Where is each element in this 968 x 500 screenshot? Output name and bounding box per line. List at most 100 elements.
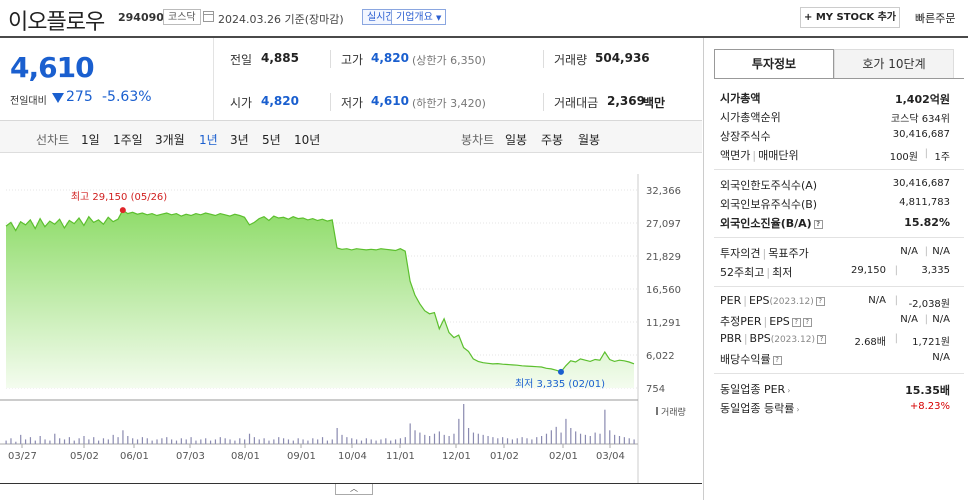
candle-monthly[interactable]: 월봉 (578, 133, 601, 147)
volume-bar (545, 433, 548, 444)
price-line (5, 209, 635, 373)
volume-bar (34, 440, 36, 444)
period-5y[interactable]: 5년 (262, 133, 281, 147)
period-1d[interactable]: 1일 (81, 133, 100, 147)
info-value: 100원 (889, 152, 918, 163)
volume-bar (234, 440, 236, 444)
info-row: 배당수익률? N/A (720, 351, 950, 369)
volume-bar (20, 434, 22, 444)
volume-bar (502, 437, 504, 444)
help-icon[interactable]: ? (802, 318, 812, 327)
help-icon[interactable]: ? (813, 220, 823, 229)
volume-bar (102, 438, 105, 444)
candle-daily[interactable]: 일봉 (505, 133, 528, 147)
collapse-chart-button[interactable]: ︿ (335, 484, 373, 495)
volume-bar (287, 439, 290, 444)
upper-limit: (상한가 6,350) (412, 54, 486, 67)
volume-bar (511, 439, 513, 444)
volume-bar (341, 434, 343, 444)
help-icon[interactable]: ? (791, 318, 801, 327)
volume-bar (497, 438, 499, 444)
volume-bar (268, 440, 270, 444)
volume-bar (297, 438, 299, 444)
amount-unit: 백만 (643, 96, 666, 110)
info-key: 상장주식수 (720, 130, 771, 143)
open-label: 시가 (230, 96, 253, 110)
x-tick-label: 02/01 (549, 451, 578, 462)
volume-bar (584, 434, 587, 444)
volume-bar (278, 437, 280, 444)
volume-bar (83, 436, 85, 444)
market-badge: 코스닥 (163, 9, 201, 25)
company-info-dropdown[interactable]: 기업개요 ▼ (391, 9, 447, 25)
tab-orderbook-10[interactable]: 호가 10단계 (834, 49, 954, 79)
volume-bar (458, 418, 460, 444)
period-1w[interactable]: 1주일 (113, 133, 143, 147)
y-tick-label: 11,291 (646, 318, 681, 329)
volume-bar (253, 437, 255, 444)
add-mystock-button[interactable]: + MY STOCK 추가 (800, 7, 900, 28)
volume-bar (404, 437, 406, 444)
divider: | (894, 295, 898, 306)
open-value: 4,820 (261, 94, 299, 108)
volume-bar (317, 439, 319, 444)
volume-bar (209, 440, 212, 444)
info-value: 1주 (934, 152, 950, 163)
info-value: 4,811,783 (899, 197, 950, 208)
volume-bar (370, 439, 372, 444)
candle-chart-label: 봉차트 (461, 133, 495, 147)
volume-bar (88, 439, 90, 444)
volume-label: 거래량 (554, 53, 588, 67)
investment-info-panel: 투자정보 호가 10단계 시가총액 1,402억원 시가총액순위 코스닥 634위 상장… (703, 38, 968, 500)
volume-bar (248, 433, 251, 444)
info-key: PER | EPS(2023.12)? (720, 294, 825, 307)
volume-bar (151, 440, 153, 444)
x-tick-label: 09/01 (287, 451, 316, 462)
volume-bar (599, 433, 601, 444)
period-1y[interactable]: 1년 (199, 133, 218, 147)
lower-limit: (하한가 3,420) (412, 97, 486, 110)
period-3y[interactable]: 3년 (230, 133, 249, 147)
help-icon[interactable]: ? (772, 356, 782, 365)
info-row: PER | EPS(2023.12)? N/A | -2,038원 (720, 294, 950, 312)
info-row[interactable]: 동일업종 등락률 › +8.23% (720, 400, 950, 418)
company-info-label: 기업개요 (396, 12, 433, 23)
volume-bar (156, 439, 158, 444)
info-value: 1,721원 (912, 337, 950, 348)
info-key[interactable]: 동일업종 PER › (720, 383, 791, 396)
volume-bar (356, 439, 358, 444)
volume-bar (117, 437, 119, 444)
quick-order-link[interactable]: 빠른주문 (915, 12, 956, 25)
period-10y[interactable]: 10년 (294, 133, 321, 147)
divider: | (894, 333, 898, 344)
volume-bar (224, 438, 226, 444)
info-key[interactable]: 동일업종 등락률 › (720, 402, 800, 415)
volume-bar (29, 437, 32, 444)
volume-bar (609, 430, 611, 444)
tab-underline (714, 78, 964, 79)
x-tick-label: 01/02 (490, 451, 519, 462)
volume-bar (463, 404, 465, 444)
volume-bar (219, 437, 221, 444)
volume-bar (555, 426, 557, 444)
period-3m[interactable]: 3개월 (155, 133, 185, 147)
tab-investment-info[interactable]: 투자정보 (714, 49, 834, 79)
volume-bar (443, 434, 445, 444)
y-tick-label: 21,829 (646, 252, 681, 263)
volume-bar (536, 437, 538, 444)
volume-bar (531, 439, 533, 444)
help-icon[interactable]: ? (816, 335, 826, 344)
volume-bar (448, 436, 450, 444)
info-value: N/A (932, 352, 950, 363)
high-value: 4,820 (371, 51, 409, 65)
info-row[interactable]: 동일업종 PER › 15.35배 (720, 381, 950, 399)
help-icon[interactable]: ? (815, 297, 825, 306)
volume-bar (97, 440, 100, 444)
info-value: 15.82% (904, 216, 950, 229)
candle-weekly[interactable]: 주봉 (541, 133, 564, 147)
y-tick-label: 754 (646, 384, 665, 395)
volume-bar (589, 436, 591, 444)
volume-bar (93, 437, 95, 444)
volume-bar (346, 437, 348, 444)
volume-bar (244, 439, 246, 444)
